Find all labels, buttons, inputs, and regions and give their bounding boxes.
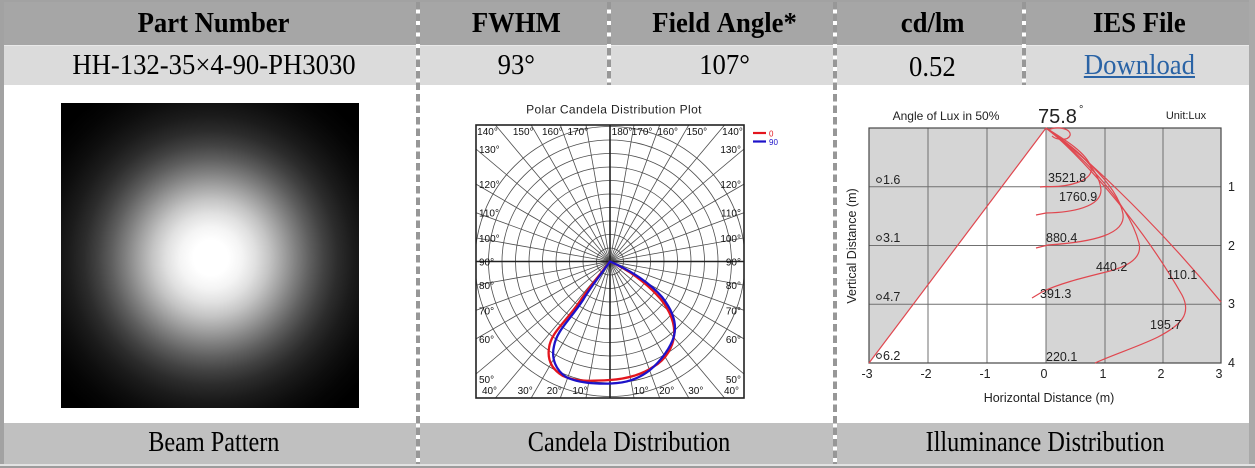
svg-text:Horizontal Distance (m): Horizontal Distance (m) — [984, 391, 1115, 405]
svg-text:20°: 20° — [547, 386, 562, 397]
svg-text:-3: -3 — [861, 367, 872, 381]
svg-text:3: 3 — [1216, 367, 1223, 381]
svg-text:30°: 30° — [688, 386, 703, 397]
svg-text:Polar Candela Distribution Plo: Polar Candela Distribution Plot — [526, 103, 702, 117]
svg-text:75.8: 75.8 — [1038, 106, 1077, 128]
svg-text:100°: 100° — [479, 234, 500, 245]
svg-text:110°: 110° — [479, 209, 499, 220]
svg-text:6.2: 6.2 — [883, 349, 900, 363]
svg-text:60°: 60° — [479, 335, 494, 346]
svg-text:160°: 160° — [657, 127, 678, 138]
svg-text:110°: 110° — [721, 209, 741, 220]
svg-text:130°: 130° — [479, 145, 500, 156]
svg-text:170°: 170° — [568, 127, 589, 138]
svg-text:120°: 120° — [720, 180, 741, 191]
svg-text:120°: 120° — [479, 180, 500, 191]
svg-text:°: ° — [1079, 104, 1083, 116]
svg-text:20°: 20° — [659, 386, 674, 397]
svg-text:3.1: 3.1 — [883, 231, 900, 245]
svg-text:70°: 70° — [726, 306, 741, 317]
svg-text:150°: 150° — [513, 127, 534, 138]
svg-text:50°: 50° — [479, 375, 494, 386]
svg-text:110.1: 110.1 — [1167, 268, 1197, 282]
svg-text:2: 2 — [1228, 239, 1235, 253]
svg-text:-1: -1 — [979, 367, 990, 381]
svg-text:3521.8: 3521.8 — [1048, 171, 1086, 185]
svg-text:10°: 10° — [572, 386, 587, 397]
svg-text:80°: 80° — [479, 281, 494, 292]
svg-text:180°: 180° — [612, 127, 633, 138]
svg-text:140°: 140° — [722, 127, 743, 138]
svg-text:4: 4 — [1228, 356, 1235, 370]
svg-text:880.4: 880.4 — [1046, 231, 1077, 245]
svg-text:Unit:Lux: Unit:Lux — [1166, 110, 1207, 122]
svg-text:1: 1 — [1228, 180, 1235, 194]
svg-text:4.7: 4.7 — [883, 290, 900, 304]
svg-text:170°: 170° — [632, 127, 653, 138]
svg-text:30°: 30° — [518, 386, 533, 397]
svg-text:160°: 160° — [542, 127, 563, 138]
svg-text:90°: 90° — [479, 258, 494, 269]
svg-text:90°: 90° — [726, 258, 741, 269]
svg-text:40°: 40° — [482, 386, 497, 397]
svg-text:10°: 10° — [634, 386, 649, 397]
svg-text:0: 0 — [769, 130, 774, 139]
svg-text:130°: 130° — [720, 145, 741, 156]
svg-text:195.7: 195.7 — [1150, 318, 1181, 332]
svg-text:440.2: 440.2 — [1096, 260, 1127, 274]
svg-text:100°: 100° — [720, 234, 741, 245]
svg-text:3: 3 — [1228, 297, 1235, 311]
svg-text:1.6: 1.6 — [883, 173, 900, 187]
svg-text:1: 1 — [1100, 367, 1107, 381]
svg-text:50°: 50° — [726, 375, 741, 386]
svg-text:220.1: 220.1 — [1046, 350, 1077, 364]
svg-text:0: 0 — [1041, 367, 1048, 381]
svg-text:80°: 80° — [726, 281, 741, 292]
svg-text:60°: 60° — [726, 335, 741, 346]
svg-text:140°: 140° — [477, 127, 498, 138]
svg-text:40°: 40° — [724, 386, 739, 397]
svg-text:2: 2 — [1158, 367, 1165, 381]
svg-text:90: 90 — [769, 138, 778, 147]
svg-text:391.3: 391.3 — [1040, 287, 1071, 301]
svg-text:Angle of Lux in 50%: Angle of Lux in 50% — [893, 109, 1000, 123]
svg-text:Vertical Distance (m): Vertical Distance (m) — [845, 188, 859, 303]
svg-text:-2: -2 — [920, 367, 931, 381]
svg-text:150°: 150° — [686, 127, 707, 138]
svg-text:1760.9: 1760.9 — [1059, 190, 1097, 204]
svg-text:70°: 70° — [479, 306, 494, 317]
